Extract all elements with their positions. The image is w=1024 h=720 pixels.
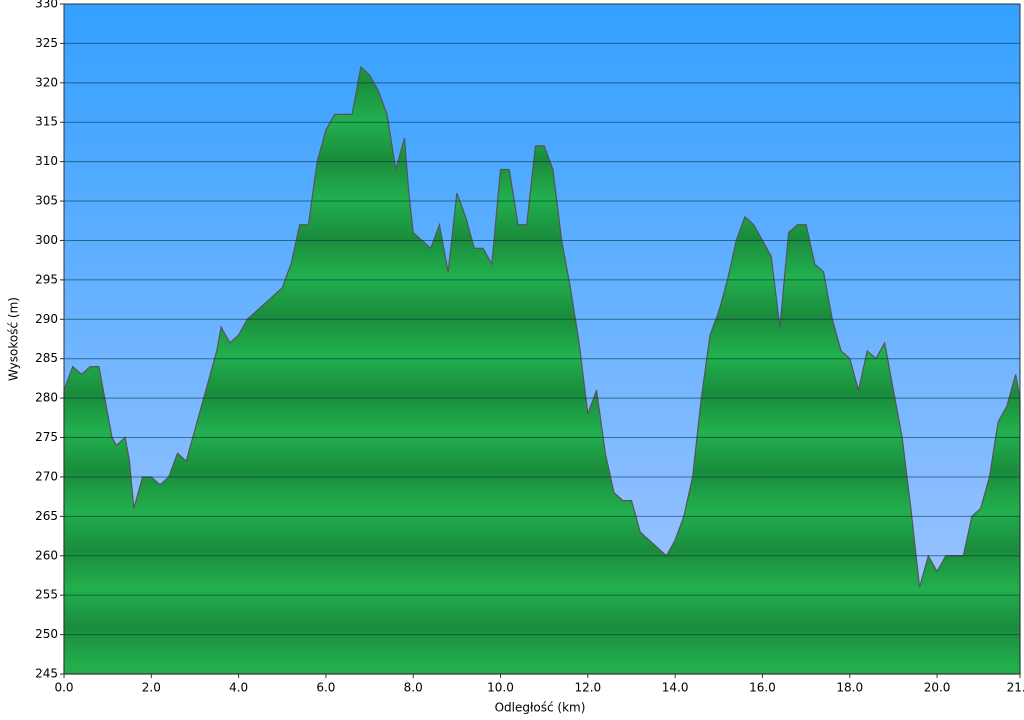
y-tick-label: 305 — [35, 194, 58, 208]
y-tick-label: 295 — [35, 272, 58, 286]
y-tick-label: 260 — [35, 548, 58, 562]
y-tick-label: 275 — [35, 430, 58, 444]
y-tick-label: 250 — [35, 627, 58, 641]
plot-frame — [63, 3, 1021, 675]
x-tick-label: 0.0 — [54, 681, 73, 695]
y-tick-label: 245 — [35, 667, 58, 681]
x-tick-label: 16.0 — [749, 681, 776, 695]
x-tick-label: 12.0 — [574, 681, 601, 695]
y-tick-label: 270 — [35, 469, 58, 483]
x-tick-label: 6.0 — [316, 681, 335, 695]
x-axis-label: Odległość (km) — [495, 701, 586, 715]
x-tick-label: 2.0 — [142, 681, 161, 695]
y-axis-label: Wysokość (m) — [7, 297, 21, 381]
x-tick-label: 8.0 — [404, 681, 423, 695]
y-tick-label: 310 — [35, 154, 58, 168]
x-tick-label: 21.9 — [1007, 681, 1024, 695]
y-tick-label: 330 — [35, 0, 58, 11]
y-tick-label: 255 — [35, 588, 58, 602]
elevation-area — [63, 65, 1021, 675]
x-tick-label: 18.0 — [836, 681, 863, 695]
y-tick-label: 300 — [35, 233, 58, 247]
y-tick-label: 265 — [35, 509, 58, 523]
y-tick-label: 320 — [35, 75, 58, 89]
y-tick-label: 315 — [35, 115, 58, 129]
y-tick-label: 280 — [35, 391, 58, 405]
y-tick-label: 325 — [35, 36, 58, 50]
x-tick-label: 14.0 — [662, 681, 689, 695]
y-tick-label: 290 — [35, 312, 58, 326]
x-tick-label: 10.0 — [487, 681, 514, 695]
x-tick-label: 20.0 — [924, 681, 951, 695]
y-tick-label: 285 — [35, 351, 58, 365]
x-tick-label: 4.0 — [229, 681, 248, 695]
